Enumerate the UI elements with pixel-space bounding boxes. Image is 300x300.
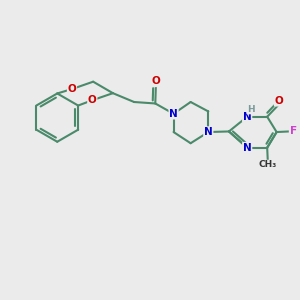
Text: CH₃: CH₃: [259, 160, 277, 169]
Text: N: N: [169, 109, 178, 119]
Text: O: O: [68, 84, 76, 94]
Text: O: O: [274, 96, 283, 106]
Text: F: F: [290, 126, 297, 136]
Text: H: H: [247, 105, 254, 114]
Text: O: O: [152, 76, 160, 86]
Text: N: N: [243, 142, 251, 153]
Text: N: N: [204, 127, 213, 137]
Text: O: O: [88, 95, 97, 105]
Text: N: N: [243, 112, 251, 122]
